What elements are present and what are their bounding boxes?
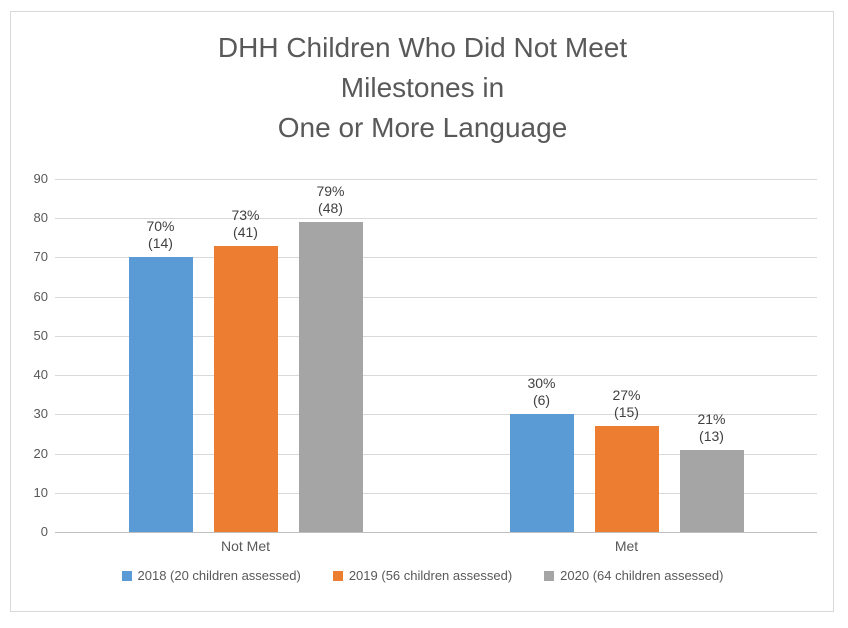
y-tick-label-0: 0 <box>40 524 48 539</box>
y-tick-label-60: 60 <box>33 288 48 304</box>
bar-not-met-2018 <box>128 257 193 532</box>
chart-title-line-2: Milestones in <box>340 72 505 103</box>
bar-not-met-2019 <box>213 245 278 532</box>
bar-met-2019 <box>594 426 659 532</box>
gridline-90 <box>55 179 817 180</box>
gridline-60 <box>55 296 817 298</box>
gridline-20 <box>55 453 817 455</box>
bar-met-2018 <box>509 414 574 532</box>
data-label-count: (6) <box>532 392 551 409</box>
gridline-50 <box>55 335 817 337</box>
y-tick-label-40: 40 <box>33 367 48 383</box>
legend-item-2019: 2019 (56 children assessed) <box>332 568 513 583</box>
y-tick-label-20: 20 <box>33 445 48 461</box>
x-axis-line <box>55 532 817 533</box>
gridline-40 <box>55 375 817 377</box>
x-category-label-met: Met <box>614 538 639 554</box>
data-label-percent: 79% <box>316 183 345 200</box>
data-label: 70% (14) <box>116 218 206 252</box>
data-label: 73% (41) <box>201 207 291 241</box>
y-axis: 0 10 20 30 40 50 60 70 80 90 <box>0 0 48 628</box>
data-label: 27% (15) <box>582 387 672 421</box>
gridline-70 <box>55 257 817 259</box>
x-axis: Not Met Met <box>55 538 817 558</box>
chart-title: DHH Children Who Did Not Meet Milestones… <box>10 28 835 148</box>
data-label-percent: 21% <box>697 410 726 427</box>
gridline-30 <box>55 414 817 416</box>
bar-met-2020 <box>679 449 744 532</box>
y-tick-label-10: 10 <box>33 484 48 500</box>
legend-swatch-icon <box>121 570 132 581</box>
legend-item-2018: 2018 (20 children assessed) <box>121 568 301 583</box>
data-label-percent: 70% <box>146 218 175 235</box>
legend-label: 2019 (56 children assessed) <box>348 568 513 583</box>
y-tick-label-30: 30 <box>33 406 48 422</box>
gridline-80 <box>55 218 817 220</box>
data-label-percent: 30% <box>527 375 556 392</box>
data-label: 30% (6) <box>497 375 587 409</box>
legend-item-2020: 2020 (64 children assessed) <box>544 568 723 583</box>
gridline-10 <box>55 492 817 494</box>
data-label-count: (13) <box>699 427 724 444</box>
legend-swatch-icon <box>544 570 555 581</box>
legend-label: 2018 (20 children assessed) <box>137 568 301 583</box>
y-tick-label-80: 80 <box>33 210 48 226</box>
y-tick-label-50: 50 <box>33 327 48 343</box>
legend-label: 2020 (64 children assessed) <box>560 568 724 583</box>
data-label-count: (15) <box>614 404 639 421</box>
chart-title-line-1: DHH Children Who Did Not Meet <box>217 32 628 63</box>
y-tick-label-70: 70 <box>33 249 48 265</box>
data-label-count: (14) <box>148 235 173 252</box>
legend-swatch-icon <box>332 570 343 581</box>
data-label-percent: 27% <box>612 387 641 404</box>
chart-title-line-3: One or More Language <box>277 112 568 143</box>
y-tick-label-90: 90 <box>33 171 48 186</box>
data-label-count: (41) <box>233 223 258 240</box>
x-category-label-not-met: Not Met <box>220 538 270 554</box>
legend: 2018 (20 children assessed) 2019 (56 chil… <box>10 568 835 583</box>
plot-area: 70% (14) 73% (41) 79% (48) 30% (6) 27% (15) 21% (13… <box>55 179 817 533</box>
data-label: 21% (13) <box>667 411 757 445</box>
data-label-count: (48) <box>318 200 343 217</box>
data-label-percent: 73% <box>231 206 260 223</box>
data-label: 79% (48) <box>286 183 376 217</box>
bar-not-met-2020 <box>298 222 363 532</box>
